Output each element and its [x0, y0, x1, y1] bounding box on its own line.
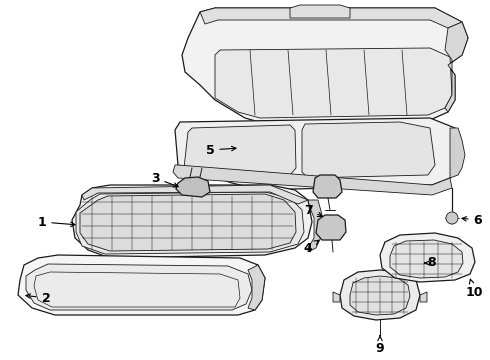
Polygon shape	[290, 5, 350, 18]
Polygon shape	[302, 122, 435, 178]
Text: 7: 7	[304, 203, 322, 217]
Polygon shape	[72, 185, 312, 258]
Polygon shape	[80, 194, 296, 251]
Text: 3: 3	[151, 171, 178, 187]
Polygon shape	[176, 177, 210, 197]
Text: 8: 8	[425, 256, 436, 270]
Circle shape	[446, 212, 458, 224]
Polygon shape	[248, 265, 265, 310]
Polygon shape	[316, 215, 346, 240]
Polygon shape	[380, 233, 475, 282]
Text: 1: 1	[38, 216, 75, 229]
Text: 5: 5	[206, 144, 236, 157]
Polygon shape	[313, 175, 342, 198]
Text: 9: 9	[376, 336, 384, 355]
Text: 6: 6	[462, 213, 482, 226]
Polygon shape	[390, 248, 426, 278]
Text: 4: 4	[304, 240, 318, 255]
Polygon shape	[76, 192, 304, 254]
Polygon shape	[182, 8, 468, 125]
Polygon shape	[350, 276, 410, 315]
Polygon shape	[308, 200, 322, 252]
Polygon shape	[82, 185, 308, 204]
Polygon shape	[215, 48, 452, 118]
Text: 2: 2	[26, 292, 50, 305]
Polygon shape	[340, 270, 420, 320]
Polygon shape	[333, 292, 340, 302]
Polygon shape	[445, 22, 468, 112]
Polygon shape	[420, 292, 427, 302]
Text: 10: 10	[465, 279, 483, 298]
Polygon shape	[175, 118, 458, 190]
Polygon shape	[390, 240, 463, 278]
Polygon shape	[200, 8, 462, 28]
Polygon shape	[26, 264, 252, 310]
Polygon shape	[173, 165, 452, 195]
Polygon shape	[450, 128, 465, 178]
Polygon shape	[184, 125, 296, 175]
Polygon shape	[18, 255, 265, 315]
